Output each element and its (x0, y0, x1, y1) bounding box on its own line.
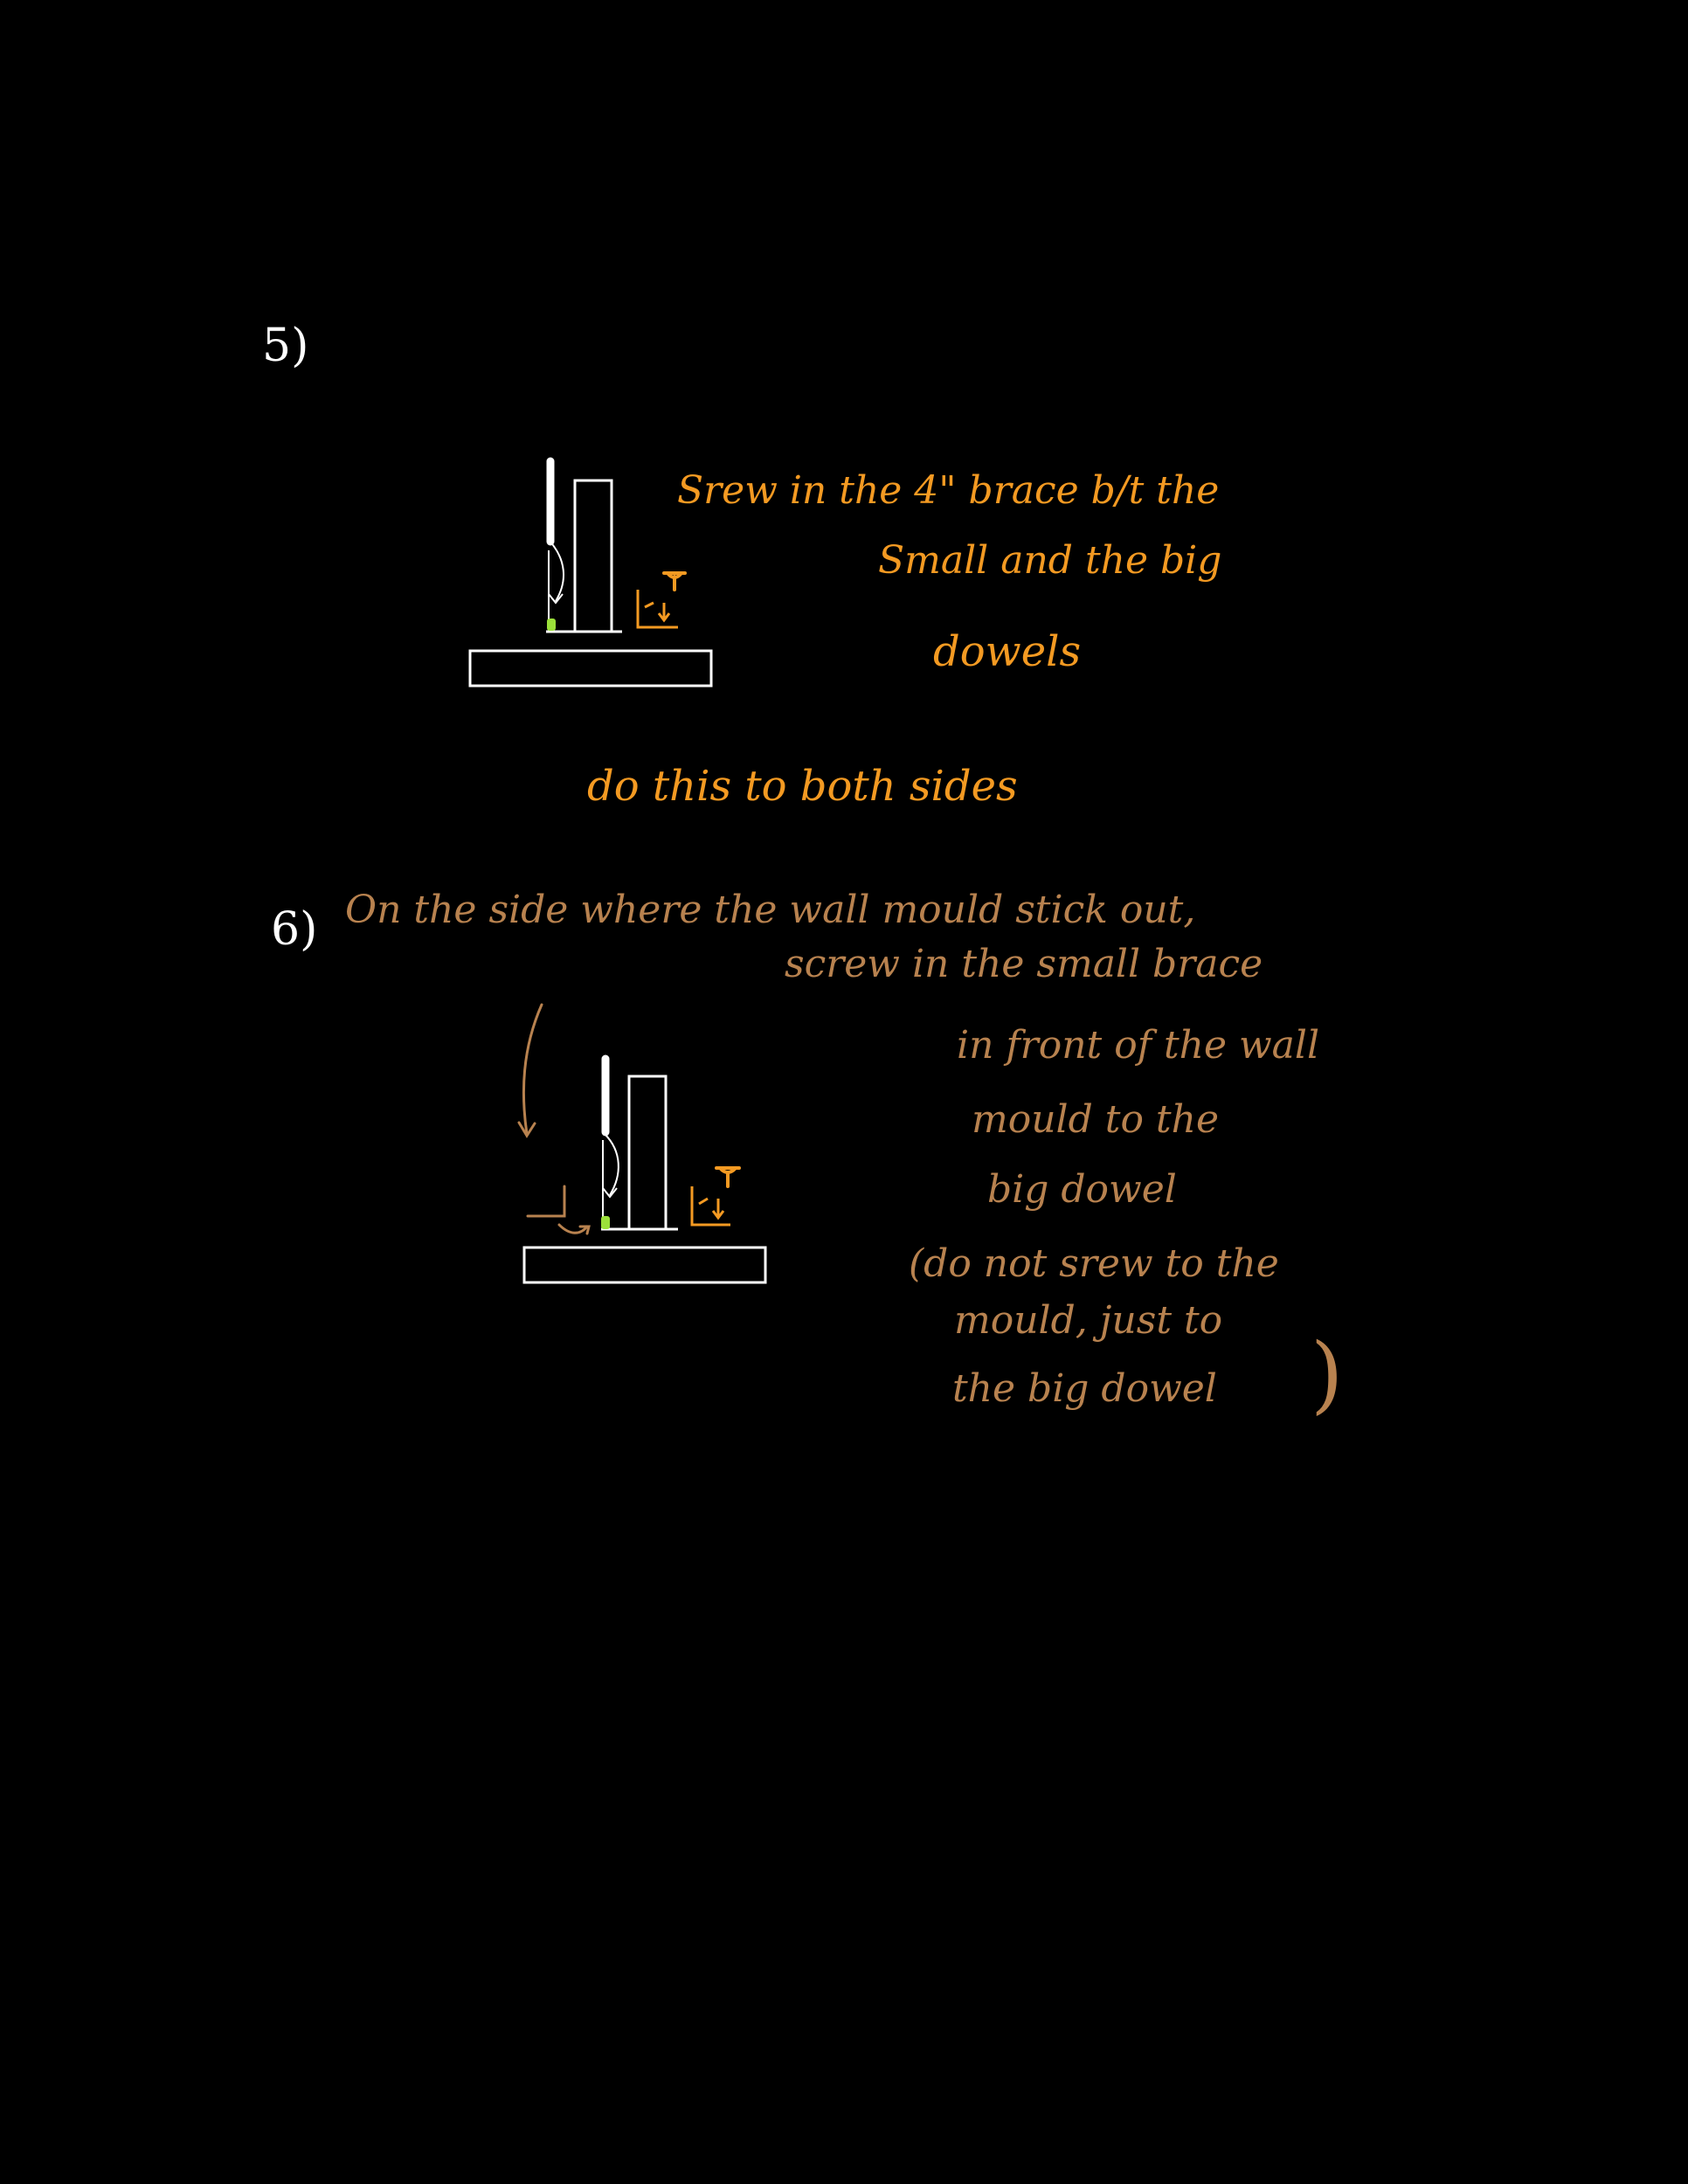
step6-big-dowel (627, 1075, 668, 1231)
step6-instruction-line3: in front of the wall (957, 1023, 1320, 1068)
step6-instruction-line4: mould to the (972, 1097, 1219, 1142)
long-arrow-icon (522, 1003, 543, 1136)
step5-big-dowel (573, 479, 613, 633)
step6-note-line2: mould, just to (954, 1298, 1223, 1343)
step6-note-line1: (do not srew to the (909, 1241, 1279, 1286)
step5-base-board (468, 649, 713, 688)
angle-bracket-icon (636, 590, 678, 629)
step5-instruction-line3: dowels (933, 627, 1082, 676)
step5-instruction-line1: Srew in the 4" brace b/t the (677, 468, 1220, 513)
step6-diagram (517, 1003, 767, 1284)
step5-screw-highlight (547, 619, 556, 631)
step6-note-close-paren: ) (1311, 1325, 1344, 1423)
step6-note-line3: the big dowel (952, 1366, 1217, 1411)
step5-instruction-line2: Small and the big (878, 538, 1222, 583)
step6-screw-highlight (601, 1216, 610, 1229)
step5-note: do this to both sides (587, 762, 1018, 811)
angle-bracket-icon (690, 1186, 730, 1227)
step6-base-board (522, 1246, 767, 1284)
step6-instruction-line2: screw in the small brace (785, 942, 1263, 986)
curved-arrow-icon (604, 1133, 619, 1196)
step6-number: 6) (271, 903, 318, 956)
screw-icon (715, 1166, 741, 1188)
screw-icon (662, 571, 687, 591)
step5-number: 5) (262, 320, 309, 372)
step5-diagram (468, 457, 713, 688)
step6-instruction-line1: On the side where the wall mould stick o… (345, 888, 1196, 932)
curved-arrow-icon (548, 539, 564, 602)
wall-mould-sketch (517, 1003, 591, 1235)
step6-instruction-line5: big dowel (987, 1167, 1177, 1212)
